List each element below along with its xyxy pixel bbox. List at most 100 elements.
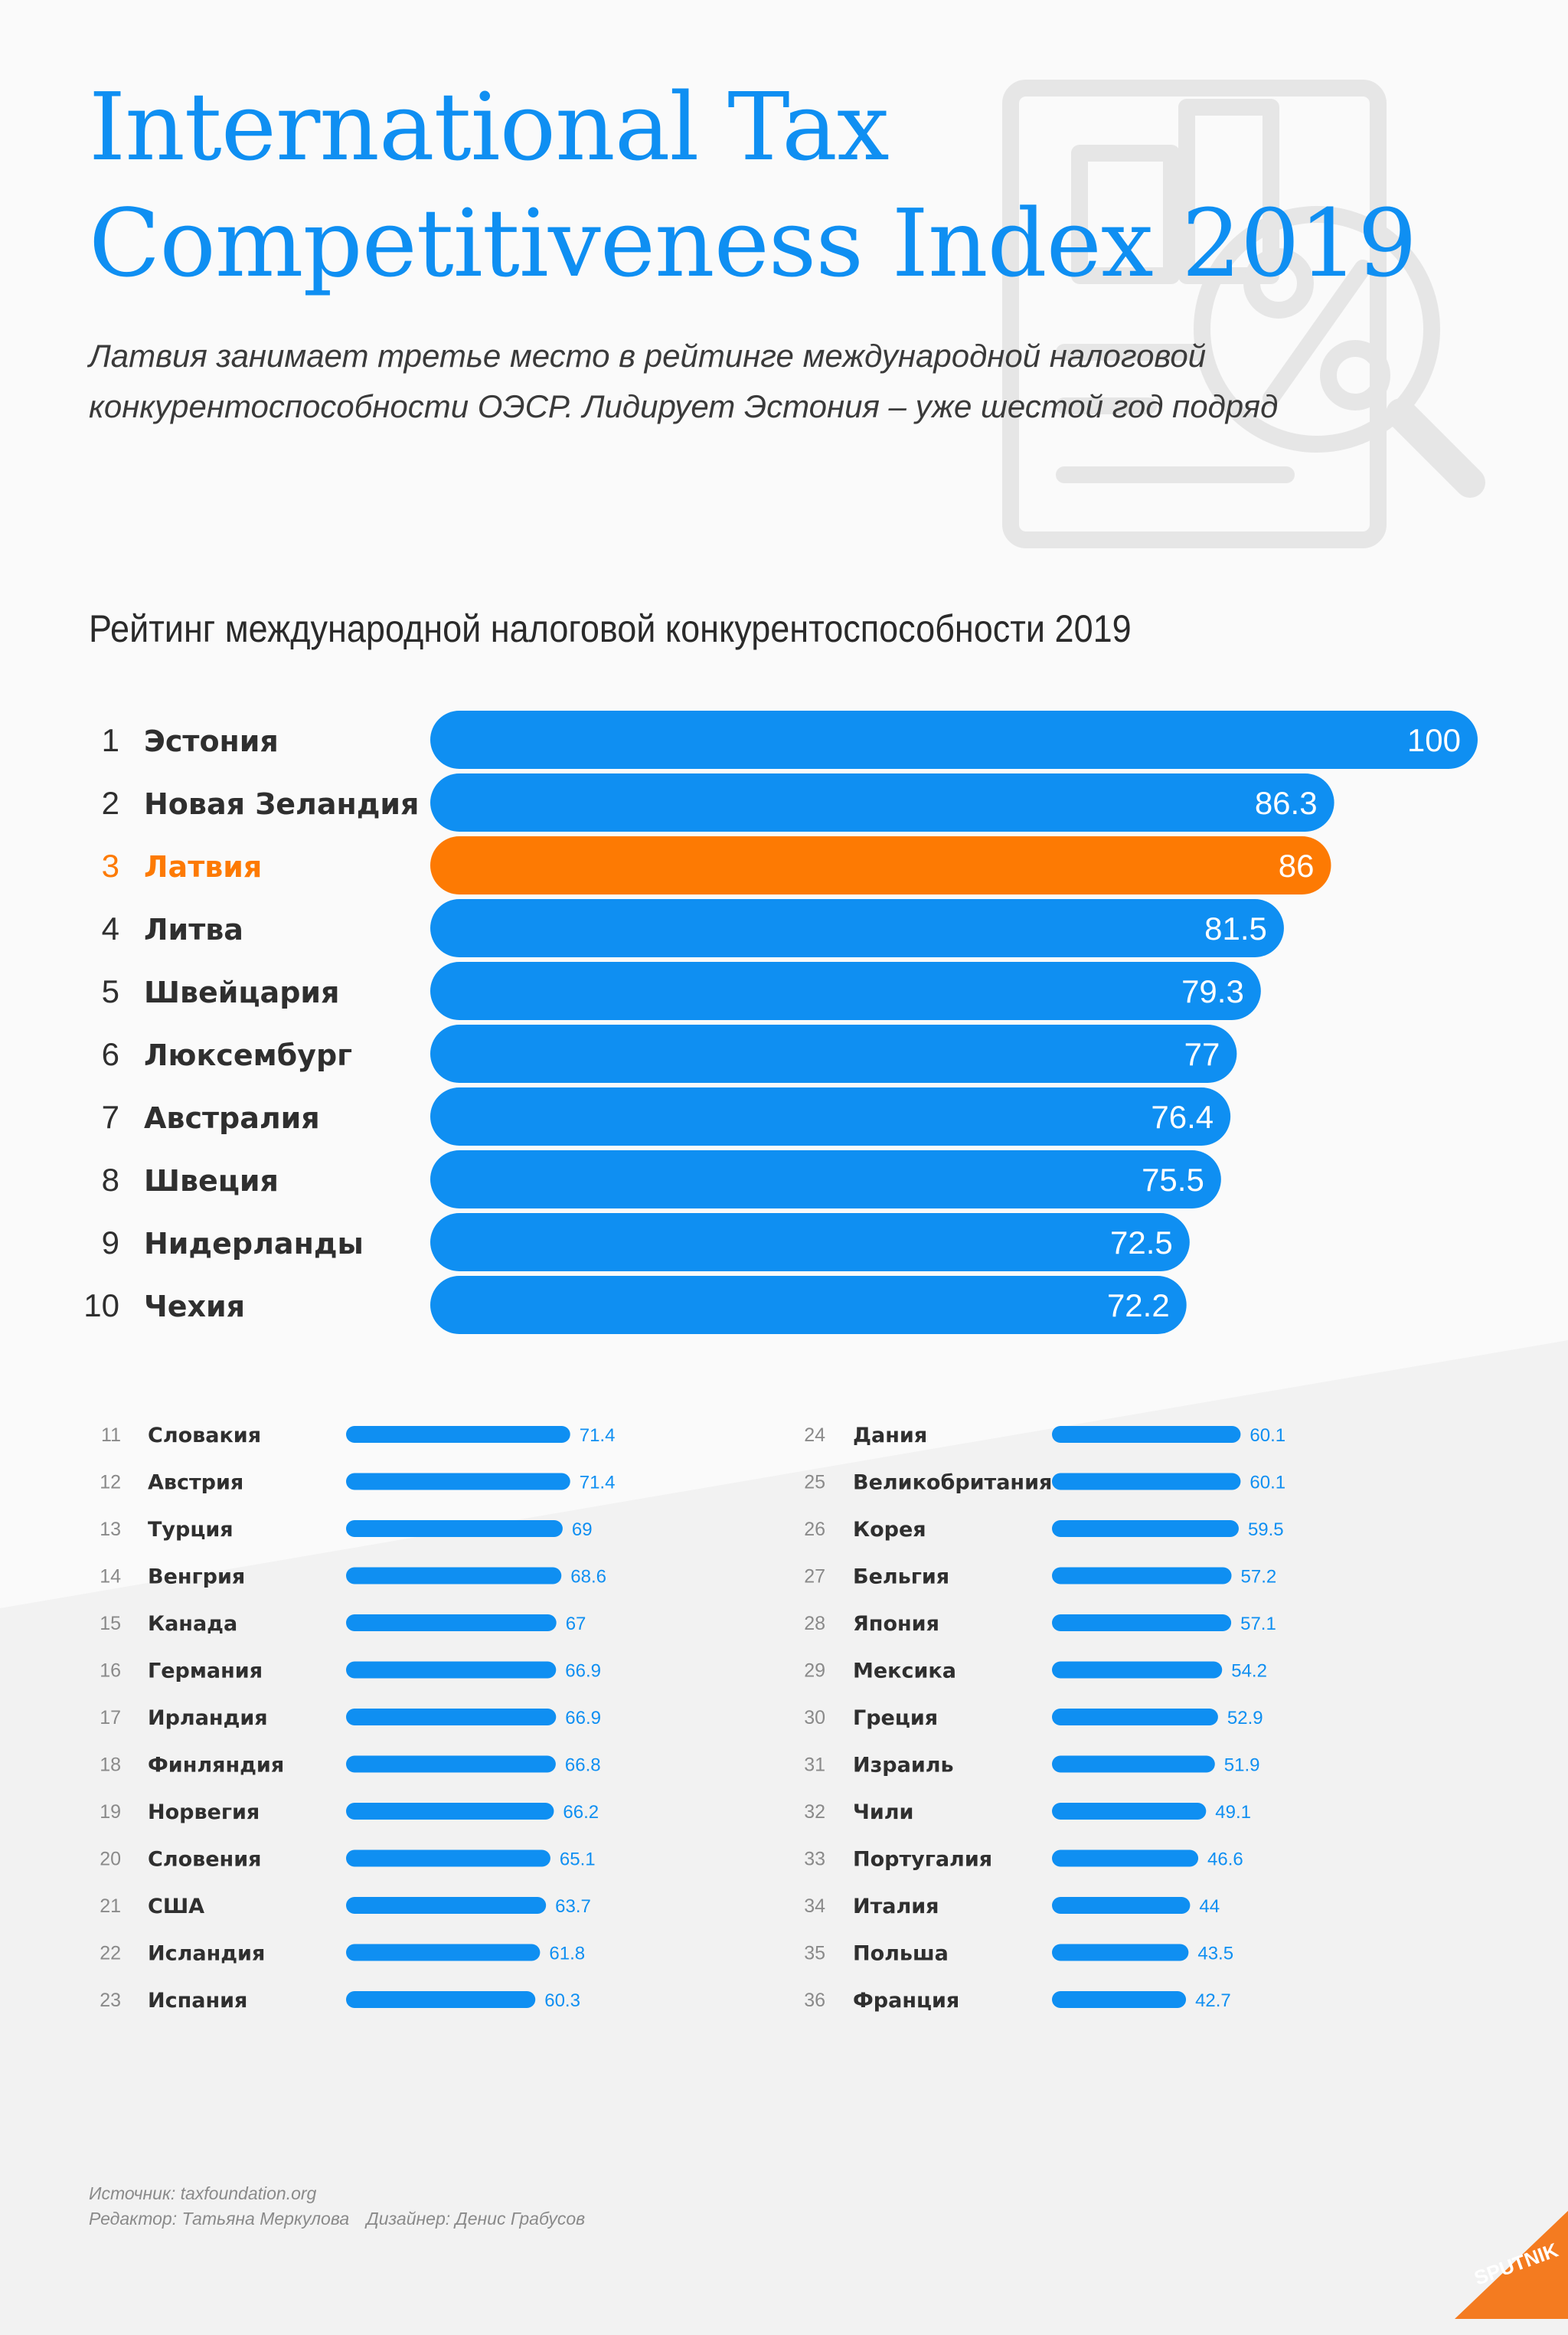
rank-11-36-bar-chart: 11 Словакия 71.4 12 Австрия 71.4 13 Турция 69 14 В…	[100, 1424, 1285, 2013]
rank-label: 35	[804, 1943, 825, 1964]
bar	[430, 1087, 1231, 1146]
rank-label: 4	[102, 911, 119, 947]
country-label: Исландия	[148, 1942, 265, 1966]
rank-label: 16	[100, 1660, 121, 1682]
bar	[1052, 1520, 1239, 1537]
country-label: Мексика	[853, 1660, 956, 1683]
bar	[346, 1709, 557, 1725]
value-label: 60.1	[1250, 1473, 1285, 1493]
country-label: Чехия	[144, 1290, 245, 1323]
value-label: 72.2	[1107, 1287, 1170, 1323]
country-label: Франция	[853, 1989, 959, 2013]
bar	[346, 1755, 556, 1773]
rank-label: 5	[102, 973, 119, 1009]
bar	[1052, 1614, 1232, 1631]
title-line-1: International Tax	[89, 73, 890, 182]
country-label: Япония	[853, 1612, 939, 1636]
tax-document-icon	[1002, 80, 1485, 548]
value-label: 59.5	[1248, 1519, 1284, 1540]
bar	[346, 1567, 562, 1584]
bar	[1052, 1849, 1199, 1867]
bar	[346, 1849, 550, 1867]
bar	[346, 1426, 570, 1443]
value-label: 79.3	[1181, 973, 1244, 1009]
country-label: Норвегия	[148, 1800, 260, 1824]
title-line-2: Competitiveness Index 2019	[89, 189, 1417, 298]
rank-label: 36	[804, 1990, 825, 2011]
rank-label: 3	[102, 848, 119, 884]
value-label: 66.9	[565, 1661, 601, 1682]
rank-label: 10	[83, 1287, 119, 1323]
credits: Источник: taxfoundation.org Редактор: Та…	[89, 2181, 597, 2232]
country-label: Германия	[148, 1660, 263, 1683]
rank-label: 7	[102, 1099, 119, 1135]
country-label: Португалия	[853, 1848, 992, 1872]
country-label: Финляндия	[148, 1754, 284, 1777]
value-label: 72.5	[1110, 1225, 1173, 1261]
rank-label: 11	[101, 1424, 121, 1446]
editor-text: Редактор: Татьяна Меркулова	[89, 2209, 350, 2229]
rank-label: 17	[100, 1707, 121, 1728]
country-label: Словакия	[148, 1424, 261, 1447]
value-label: 86.3	[1255, 785, 1318, 821]
value-label: 44	[1199, 1896, 1220, 1917]
country-label: Новая Зеландия	[144, 787, 419, 821]
rank-label: 2	[102, 785, 119, 821]
rank-label: 33	[804, 1849, 825, 1870]
rank-label: 34	[804, 1895, 825, 1917]
rank-label: 8	[102, 1162, 119, 1198]
bar	[1052, 1755, 1215, 1773]
country-label: Швеция	[144, 1164, 279, 1198]
rank-label: 18	[100, 1755, 121, 1776]
bar	[346, 1614, 557, 1631]
bar	[1052, 1991, 1187, 2008]
value-label: 65.1	[560, 1849, 596, 1870]
value-label: 66.8	[565, 1755, 601, 1776]
rank-label: 27	[804, 1566, 825, 1588]
bar	[430, 1276, 1187, 1334]
sputnik-logo: SPUTNIK	[1455, 2209, 1568, 2319]
value-label: 71.4	[580, 1473, 616, 1493]
bar	[346, 1520, 563, 1537]
rank-label: 9	[102, 1225, 119, 1261]
country-label: Австралия	[144, 1101, 320, 1135]
value-label: 52.9	[1227, 1708, 1263, 1728]
rank-label: 32	[804, 1801, 825, 1823]
bar	[430, 836, 1331, 894]
country-label: Италия	[853, 1895, 939, 1918]
bar	[1052, 1944, 1189, 1961]
country-label: Словения	[148, 1848, 261, 1872]
bar	[346, 1803, 554, 1820]
bar	[430, 773, 1334, 832]
subtitle: Латвия занимает третье место в рейтинге …	[89, 331, 1452, 432]
value-label: 57.1	[1240, 1614, 1276, 1634]
rank-label: 15	[100, 1613, 121, 1634]
country-label: Чили	[853, 1800, 913, 1824]
value-label: 66.2	[563, 1802, 599, 1823]
value-label: 71.4	[580, 1425, 616, 1446]
value-label: 43.5	[1197, 1944, 1233, 1964]
country-label: Израиль	[853, 1754, 954, 1777]
logo-shape	[1455, 2210, 1568, 2319]
rank-label: 24	[804, 1424, 825, 1446]
rank-label: 23	[100, 1990, 121, 2011]
value-label: 69	[572, 1519, 593, 1540]
country-label: Литва	[144, 913, 243, 947]
country-label: Греция	[853, 1706, 938, 1730]
rank-label: 12	[100, 1472, 121, 1493]
rank-label: 6	[102, 1036, 119, 1072]
rank-label: 26	[804, 1519, 825, 1540]
rank-label: 13	[100, 1519, 121, 1540]
bar	[346, 1944, 541, 1961]
bar	[346, 1991, 536, 2008]
subtitle-line-1: Латвия занимает третье место в рейтинге …	[89, 338, 1207, 374]
country-label: Канада	[148, 1612, 237, 1636]
value-label: 100	[1407, 722, 1461, 758]
bar	[430, 962, 1261, 1020]
bar	[1052, 1661, 1223, 1679]
country-label: Эстония	[144, 724, 279, 758]
bar	[1052, 1897, 1191, 1914]
bar	[430, 899, 1284, 957]
bar	[430, 1150, 1221, 1208]
value-label: 61.8	[549, 1944, 585, 1964]
